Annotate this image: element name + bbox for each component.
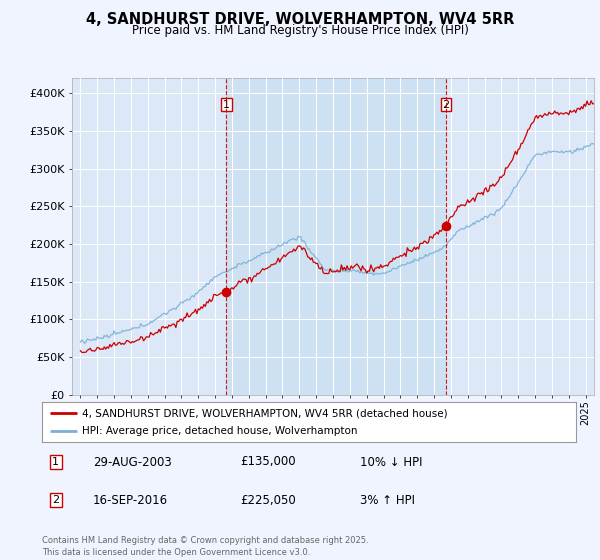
Text: 4, SANDHURST DRIVE, WOLVERHAMPTON, WV4 5RR (detached house): 4, SANDHURST DRIVE, WOLVERHAMPTON, WV4 5…: [82, 408, 448, 418]
Text: 4, SANDHURST DRIVE, WOLVERHAMPTON, WV4 5RR: 4, SANDHURST DRIVE, WOLVERHAMPTON, WV4 5…: [86, 12, 514, 27]
Text: 2: 2: [52, 495, 59, 505]
Text: 10% ↓ HPI: 10% ↓ HPI: [360, 455, 422, 469]
Text: Price paid vs. HM Land Registry's House Price Index (HPI): Price paid vs. HM Land Registry's House …: [131, 24, 469, 36]
Text: 29-AUG-2003: 29-AUG-2003: [93, 455, 172, 469]
Bar: [226, 78, 446, 395]
Text: 1: 1: [52, 457, 59, 467]
Text: Contains HM Land Registry data © Crown copyright and database right 2025.
This d: Contains HM Land Registry data © Crown c…: [42, 536, 368, 557]
Text: 16-SEP-2016: 16-SEP-2016: [93, 493, 168, 507]
Text: 1: 1: [223, 100, 230, 110]
Text: £225,050: £225,050: [240, 493, 296, 507]
Text: 2: 2: [442, 100, 449, 110]
Text: 3% ↑ HPI: 3% ↑ HPI: [360, 493, 415, 507]
Text: £135,000: £135,000: [240, 455, 296, 469]
Text: HPI: Average price, detached house, Wolverhampton: HPI: Average price, detached house, Wolv…: [82, 426, 358, 436]
